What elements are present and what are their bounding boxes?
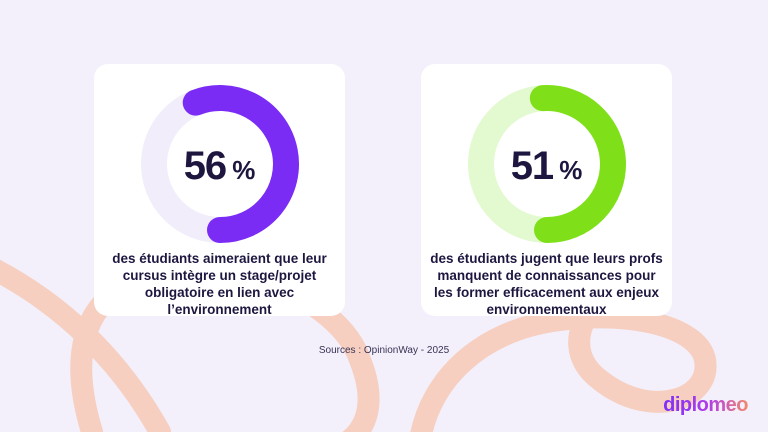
diplomeo-logo[interactable]: diplomeo <box>663 394 748 416</box>
stat-value-1: 56% <box>94 144 345 189</box>
stat-number-2: 51 <box>510 144 554 188</box>
stat-card-2: 51% des étudiants jugent que leurs profs… <box>421 64 672 317</box>
donut-arc-2 <box>529 85 626 243</box>
percent-sign-1: % <box>232 155 256 185</box>
donut-chart-1 <box>141 85 299 243</box>
donut-arc-1 <box>182 85 299 243</box>
stat-card-1: 56% des étudiants aimeraient que leur cu… <box>94 64 345 317</box>
stat-value-2: 51% <box>421 144 672 189</box>
percent-sign-2: % <box>559 155 583 185</box>
stat-description-2: des étudiants jugent que leurs profs man… <box>430 251 663 317</box>
stat-number-1: 56 <box>183 144 227 188</box>
source-note: Sources : OpinionWay - 2025 <box>318 345 450 356</box>
donut-chart-2 <box>468 85 626 243</box>
stat-description-1: des étudiants aimeraient que leur cursus… <box>112 251 327 317</box>
